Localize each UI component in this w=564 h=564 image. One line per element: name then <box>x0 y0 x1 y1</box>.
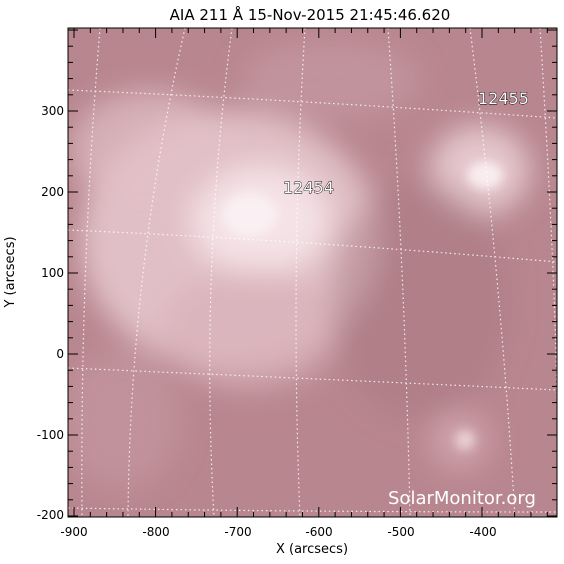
y-tick-label: 300 <box>41 104 64 118</box>
x-axis-tick-labels: -900 -800 -700 -600 -500 -400 <box>60 525 496 539</box>
plot-title: AIA 211 Å 15-Nov-2015 21:45:46.620 <box>170 5 451 24</box>
x-tick-label: -500 <box>387 525 414 539</box>
y-tick-label: 200 <box>41 185 64 199</box>
x-tick-label: -600 <box>305 525 332 539</box>
x-tick-label: -800 <box>142 525 169 539</box>
watermark-text: SolarMonitor.org <box>388 488 536 509</box>
x-axis-label: X (arcsecs) <box>276 542 348 557</box>
region-label-12455: 12455 <box>478 89 529 108</box>
y-axis-tick-labels: 300 200 100 0 -100 -200 <box>37 104 64 522</box>
y-axis-label: Y (arcsecs) <box>3 236 18 308</box>
y-tick-label: 100 <box>41 266 64 280</box>
x-tick-label: -900 <box>60 525 87 539</box>
y-tick-label: -200 <box>37 508 64 522</box>
x-tick-label: -400 <box>469 525 496 539</box>
region-label-12454: 12454 <box>283 178 334 197</box>
solar-emission-image <box>68 28 557 517</box>
y-tick-label: 0 <box>56 347 64 361</box>
x-tick-label: -700 <box>224 525 251 539</box>
axis-ticks <box>68 28 557 517</box>
y-tick-label: -100 <box>37 428 64 442</box>
heliographic-grid <box>68 28 557 517</box>
